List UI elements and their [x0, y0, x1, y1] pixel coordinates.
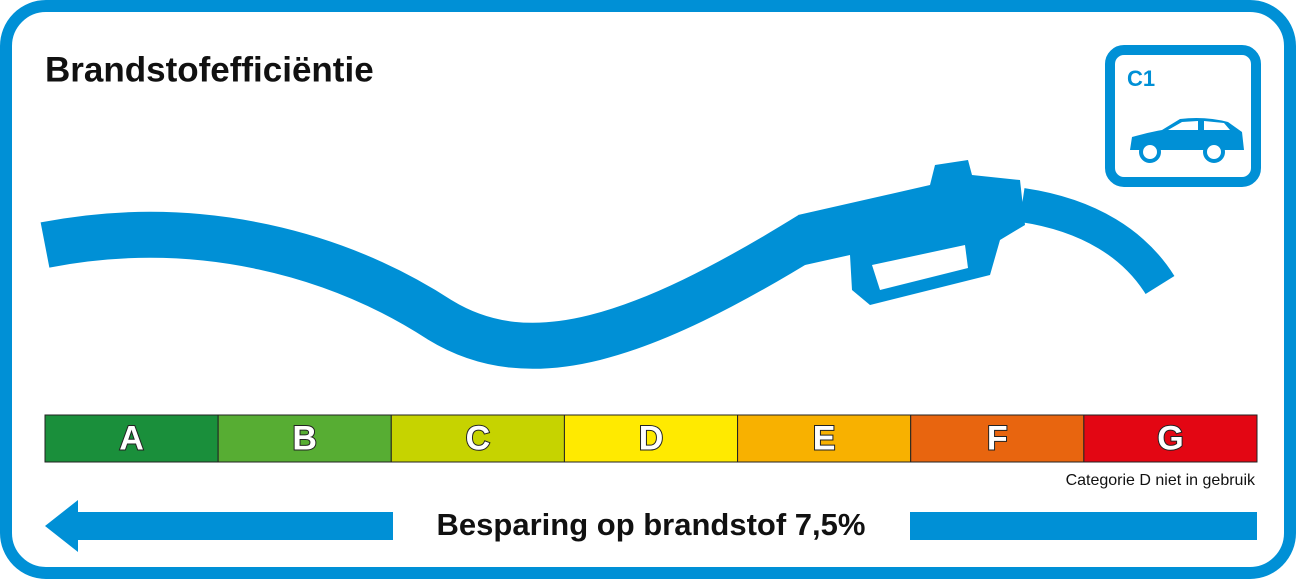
class-letter: B [292, 419, 317, 457]
class-letter: G [1157, 419, 1183, 457]
note: Categorie D niet in gebruik [1066, 472, 1256, 489]
class-scale: A B C D E F G [45, 415, 1257, 462]
vehicle-badge: C1 [1110, 50, 1256, 182]
badge-text: C1 [1127, 66, 1155, 91]
fuel-label: Brandstofefficiëntie C1 A B C D E F G Categori… [0, 0, 1296, 579]
class-letter: D [639, 419, 664, 457]
savings: Besparing op brandstof 7,5% [437, 507, 866, 542]
class-letter: C [466, 419, 491, 457]
arrow-tail [910, 512, 1257, 540]
class-letter: F [987, 419, 1008, 457]
class-letter: A [119, 419, 144, 457]
class-letter: E [813, 419, 836, 457]
title: Brandstofefficiëntie [45, 50, 374, 89]
